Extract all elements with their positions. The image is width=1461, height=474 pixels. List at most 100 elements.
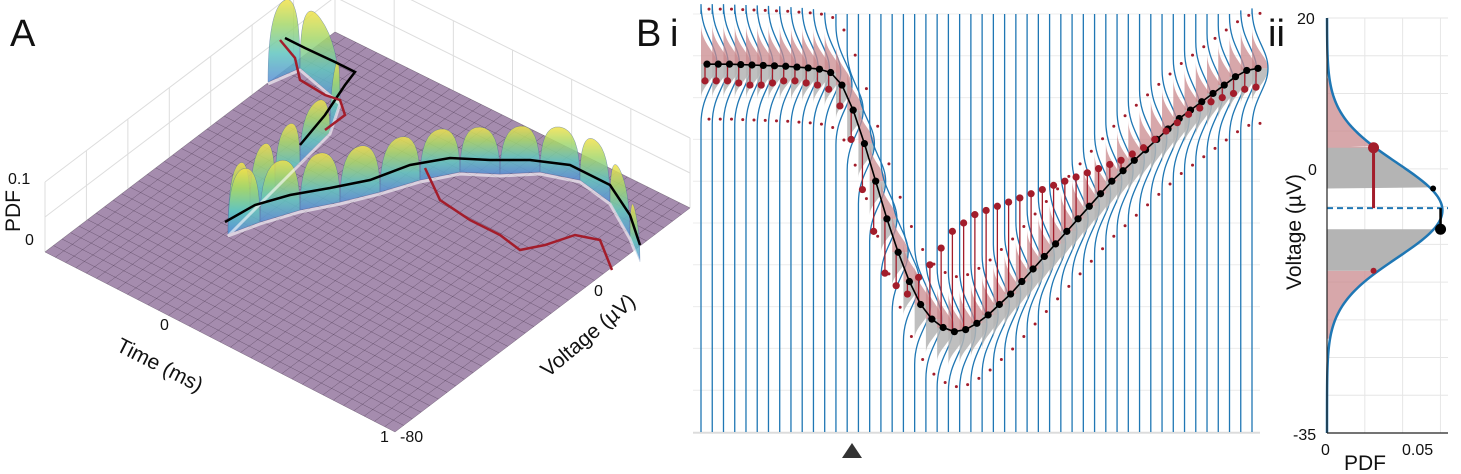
panel-b-i-density-curve bbox=[902, 14, 921, 432]
panel-a-floor bbox=[45, 32, 690, 432]
panel-b-i-observed-dot bbox=[1094, 165, 1103, 173]
panel-b-i-small-dot bbox=[1078, 272, 1082, 276]
panel-b-i-small-dot bbox=[1247, 123, 1251, 127]
panel-b-i-small-dot bbox=[819, 122, 823, 126]
panel-b-i-small-dot bbox=[988, 258, 992, 262]
panel-b-i-small-dot bbox=[763, 8, 767, 12]
panel-b-ii-y-tick-0: 0 bbox=[1308, 162, 1317, 179]
panel-a-ridge-segment bbox=[339, 145, 381, 203]
panel-b-i-small-dot bbox=[729, 117, 733, 121]
panel-b-i-density-curve bbox=[857, 14, 876, 432]
panel-b-i-small-dot bbox=[977, 376, 981, 380]
panel-a-mesh-line bbox=[104, 206, 456, 387]
panel-b-i-median-dot bbox=[1085, 202, 1093, 210]
panel-b-i-median-dot bbox=[1130, 156, 1138, 164]
panel-b-i-small-dot bbox=[864, 197, 868, 201]
panel-b-i-small-dot bbox=[1089, 259, 1093, 263]
panel-a-x-label: Time (ms) bbox=[113, 334, 207, 397]
panel-b-i-median-dot bbox=[1063, 227, 1071, 235]
panel-a-ridge-highlight bbox=[226, 68, 642, 265]
panel-b-i-density-curve bbox=[869, 14, 887, 432]
panel-a-mesh-line bbox=[215, 122, 569, 301]
panel-b-i-small-dot bbox=[1022, 335, 1026, 339]
panel-b-i-observed-dot bbox=[1241, 85, 1249, 93]
panel-a-x-tick-0: 0 bbox=[160, 317, 169, 334]
panel-b-i-small-dot bbox=[707, 7, 711, 11]
panel-b-i-small-dot bbox=[943, 381, 947, 384]
panel-b-i-small-dot bbox=[1056, 187, 1060, 191]
panel-b-i-small-dot bbox=[1213, 146, 1217, 150]
panel-b-i-small-dot bbox=[966, 273, 970, 277]
panel-a-observed-trace bbox=[279, 39, 614, 271]
panel-a-ridge-segment bbox=[267, 0, 301, 83]
panel-b-i-small-dot bbox=[887, 272, 891, 276]
panel-b-i-small-dot bbox=[943, 271, 947, 274]
panel-b-i-small-dot bbox=[898, 305, 902, 309]
panel-b-i-small-dot bbox=[1258, 121, 1262, 125]
panel-b-i-observed-dot bbox=[847, 135, 855, 143]
panel-b-i-median-dot bbox=[917, 300, 925, 309]
panel-b-i-small-dot bbox=[1134, 213, 1138, 217]
panel-b-i-median-dot bbox=[1209, 89, 1217, 98]
panel-b-i-median-dot bbox=[1096, 190, 1105, 198]
panel-a-y-tick-0: 0 bbox=[594, 283, 603, 300]
panel-b-i-median-dot bbox=[1007, 290, 1015, 298]
panel-b-i-small-dot bbox=[1191, 163, 1195, 167]
panel-b-i-observed-dot bbox=[836, 102, 844, 110]
panel-b-i-small-dot bbox=[707, 117, 711, 121]
panel-b-i-median-dot bbox=[1018, 277, 1026, 286]
panel-b-i-observed-dot bbox=[1196, 104, 1204, 112]
panel-b-i-median-dot bbox=[950, 328, 958, 336]
panel-b-i-small-dot bbox=[1202, 155, 1206, 159]
panel-b-ii-tail-fill bbox=[1327, 78, 1429, 339]
panel-b-i-median-dot bbox=[725, 60, 734, 68]
panel-b-i-median-dot bbox=[872, 177, 880, 185]
panel-b-i-observed-dot bbox=[915, 273, 923, 281]
panel-b-i-small-dot bbox=[932, 262, 936, 266]
panel-b-i-median-dot bbox=[905, 277, 914, 286]
panel-a-mesh-line bbox=[155, 167, 508, 347]
panel-b-i-observed-dot bbox=[982, 206, 990, 215]
panel-b-i-small-dot bbox=[853, 163, 857, 167]
panel-b-i-observed-dot bbox=[1184, 110, 1193, 118]
panel-b-i-small-dot bbox=[1101, 137, 1105, 141]
panel-b-i-small-dot bbox=[718, 7, 722, 11]
panel-b-i-small-dot bbox=[1157, 82, 1161, 86]
panel-b-i-tail-fill bbox=[847, 70, 864, 111]
panel-b-i-observed-dot bbox=[948, 227, 956, 235]
panel-b-i-median-dot bbox=[759, 61, 767, 70]
panel-b-i-observed-dot bbox=[993, 202, 1001, 210]
panel-a-z-label: PDF bbox=[2, 190, 25, 232]
panel-b-i-small-dot bbox=[831, 126, 835, 130]
panel-a-ridge-segment bbox=[227, 168, 261, 235]
panel-a-x-tick-1: 1 bbox=[380, 429, 389, 446]
panel-a-mesh-line bbox=[164, 161, 517, 340]
panel-b-i-small-dot bbox=[741, 8, 745, 12]
panel-b-i-median-dot bbox=[1040, 252, 1048, 261]
panel-a-z-tick-0-1: 0.1 bbox=[8, 171, 30, 188]
panel-b-i-small-dot bbox=[1247, 13, 1251, 17]
panel-b-i-small-dot bbox=[1112, 234, 1116, 238]
panel-b-i-small-dot bbox=[932, 372, 936, 376]
panel-b-i-small-dot bbox=[1067, 284, 1071, 288]
panel-b-i-observed-dot bbox=[937, 244, 945, 252]
panel-b-i-small-dot bbox=[1134, 103, 1138, 107]
panel-b-i-median-dot bbox=[939, 323, 947, 332]
panel-b-i-small-dot bbox=[1146, 93, 1150, 97]
panel-b-i-small-dot bbox=[1236, 130, 1240, 134]
panel-b-ii-density-curve bbox=[1325, 17, 1444, 433]
panel-b-i-small-dot bbox=[1044, 199, 1048, 203]
panel-b-i-small-dot bbox=[954, 275, 958, 279]
panel-label-b-i: i bbox=[670, 13, 678, 55]
panel-b-i-small-dot bbox=[1067, 174, 1071, 178]
panel-b-i-small-dot bbox=[921, 248, 925, 252]
panel-b-i-small-dot bbox=[1078, 162, 1082, 166]
panel-b-i-small-dot bbox=[786, 9, 790, 13]
panel-b-i-small-dot bbox=[921, 358, 925, 362]
panel-b-i-median-dot bbox=[984, 311, 992, 319]
panel-b-i-small-dot bbox=[797, 120, 801, 124]
panel-b-i-observed-dot bbox=[1061, 177, 1069, 185]
panel-b-i-observed-dot bbox=[768, 79, 777, 87]
panel-b-i-small-dot bbox=[909, 225, 913, 229]
panel-b-i-small-dot bbox=[1033, 322, 1037, 326]
